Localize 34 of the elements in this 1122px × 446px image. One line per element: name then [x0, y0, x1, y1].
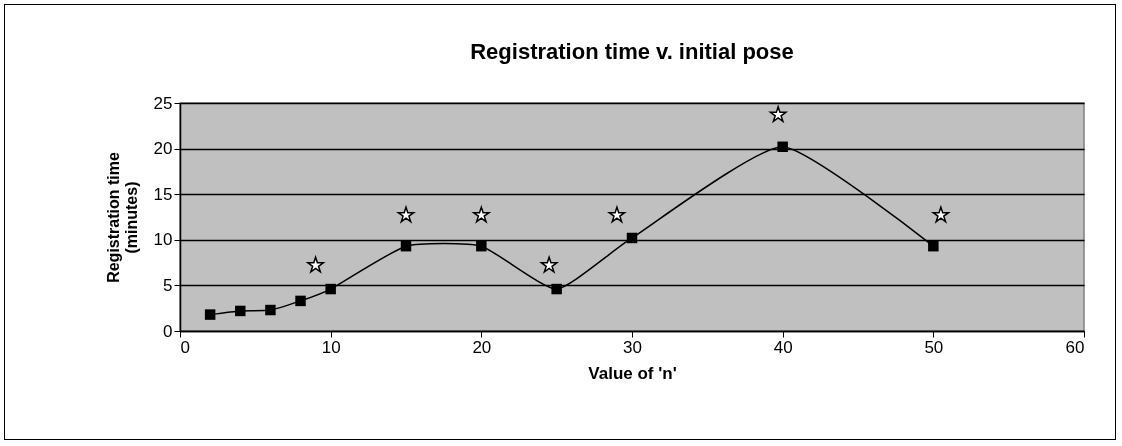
point [204, 309, 216, 320]
point [295, 295, 306, 307]
x-axis-title: Value of 'n' [588, 363, 677, 383]
point [932, 206, 950, 223]
point [608, 206, 626, 223]
point [325, 283, 336, 295]
point [626, 232, 638, 244]
x-tick-label: 10 [321, 337, 341, 357]
chart-title: Registration time v. initial pose [470, 39, 794, 64]
point [540, 256, 558, 273]
x-tick-label: 30 [623, 337, 642, 357]
x-tick-label: 0 [180, 337, 190, 357]
point [476, 240, 487, 252]
point [928, 240, 939, 252]
y-tick-label: 5 [163, 275, 173, 295]
x-tick-label: 40 [773, 337, 793, 357]
x-tick-label: 60 [1065, 337, 1085, 357]
point [769, 106, 787, 123]
point [397, 206, 415, 223]
point [551, 283, 562, 295]
x-tick-label: 50 [924, 337, 944, 357]
point [400, 240, 412, 252]
y-axis-title: Registration time (minutes) [104, 152, 140, 283]
point [235, 305, 246, 317]
point [777, 141, 788, 153]
y-tick-label: 25 [153, 93, 173, 113]
point [472, 206, 490, 223]
point [307, 256, 325, 273]
y-tick-label: 0 [163, 321, 173, 341]
point [265, 304, 276, 316]
y-tick-label: 10 [153, 230, 173, 250]
y-tick-label: 20 [153, 139, 173, 159]
y-tick-label: 15 [153, 184, 173, 204]
x-tick-label: 20 [472, 337, 492, 357]
